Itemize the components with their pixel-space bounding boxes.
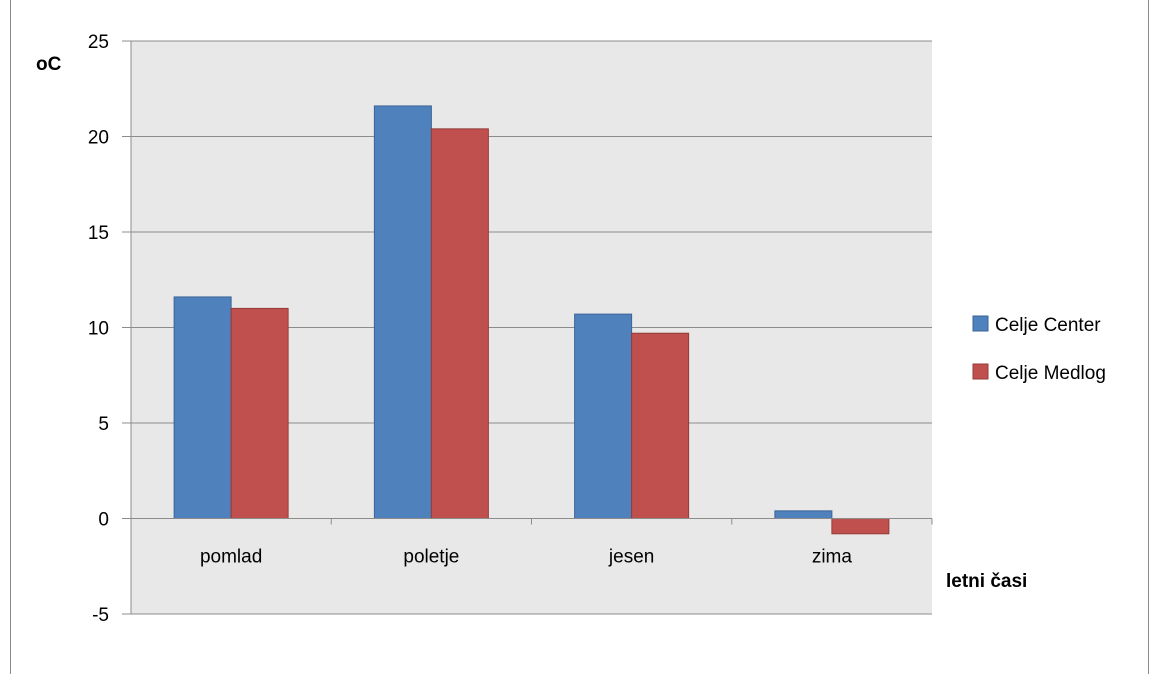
bar-zima-0 [774, 510, 833, 519]
x-tick-label: jesen [608, 547, 654, 568]
bar-jesen-1 [631, 332, 690, 520]
y-tick-label: 15 [88, 223, 109, 244]
y-tick-label: 10 [88, 319, 109, 340]
legend-swatch [972, 315, 989, 332]
x-tick-label: zima [812, 547, 853, 568]
bar-pomlad-0 [173, 296, 232, 519]
legend-label: Celje Center [995, 315, 1101, 336]
bars [173, 105, 890, 535]
bar-pomlad-1 [230, 307, 289, 519]
axes [130, 41, 933, 614]
y-tick-label: -5 [92, 605, 109, 626]
bar-poletje-1 [430, 128, 489, 520]
legend-swatch [972, 363, 989, 380]
y-tick-label: 25 [88, 32, 109, 53]
y-axis-title: oC [36, 54, 62, 75]
y-tick-labels: -5 0 5 10 15 20 25 [88, 32, 109, 626]
bar-zima-1 [831, 518, 890, 535]
y-tick-label: 20 [88, 128, 109, 149]
x-tick-label: poletje [403, 547, 459, 568]
y-tick-label: 0 [98, 510, 109, 531]
legend-label: Celje Medlog [995, 363, 1106, 384]
x-tick-label: pomlad [200, 547, 262, 568]
bar-poletje-0 [373, 105, 432, 519]
legend: Celje Center Celje Medlog [972, 315, 1106, 384]
y-tick-label: 5 [98, 414, 109, 435]
x-axis-title: letni časi [946, 571, 1027, 592]
x-tick-labels: pomlad poletje jesen zima [200, 547, 852, 568]
bar-jesen-0 [574, 313, 633, 519]
